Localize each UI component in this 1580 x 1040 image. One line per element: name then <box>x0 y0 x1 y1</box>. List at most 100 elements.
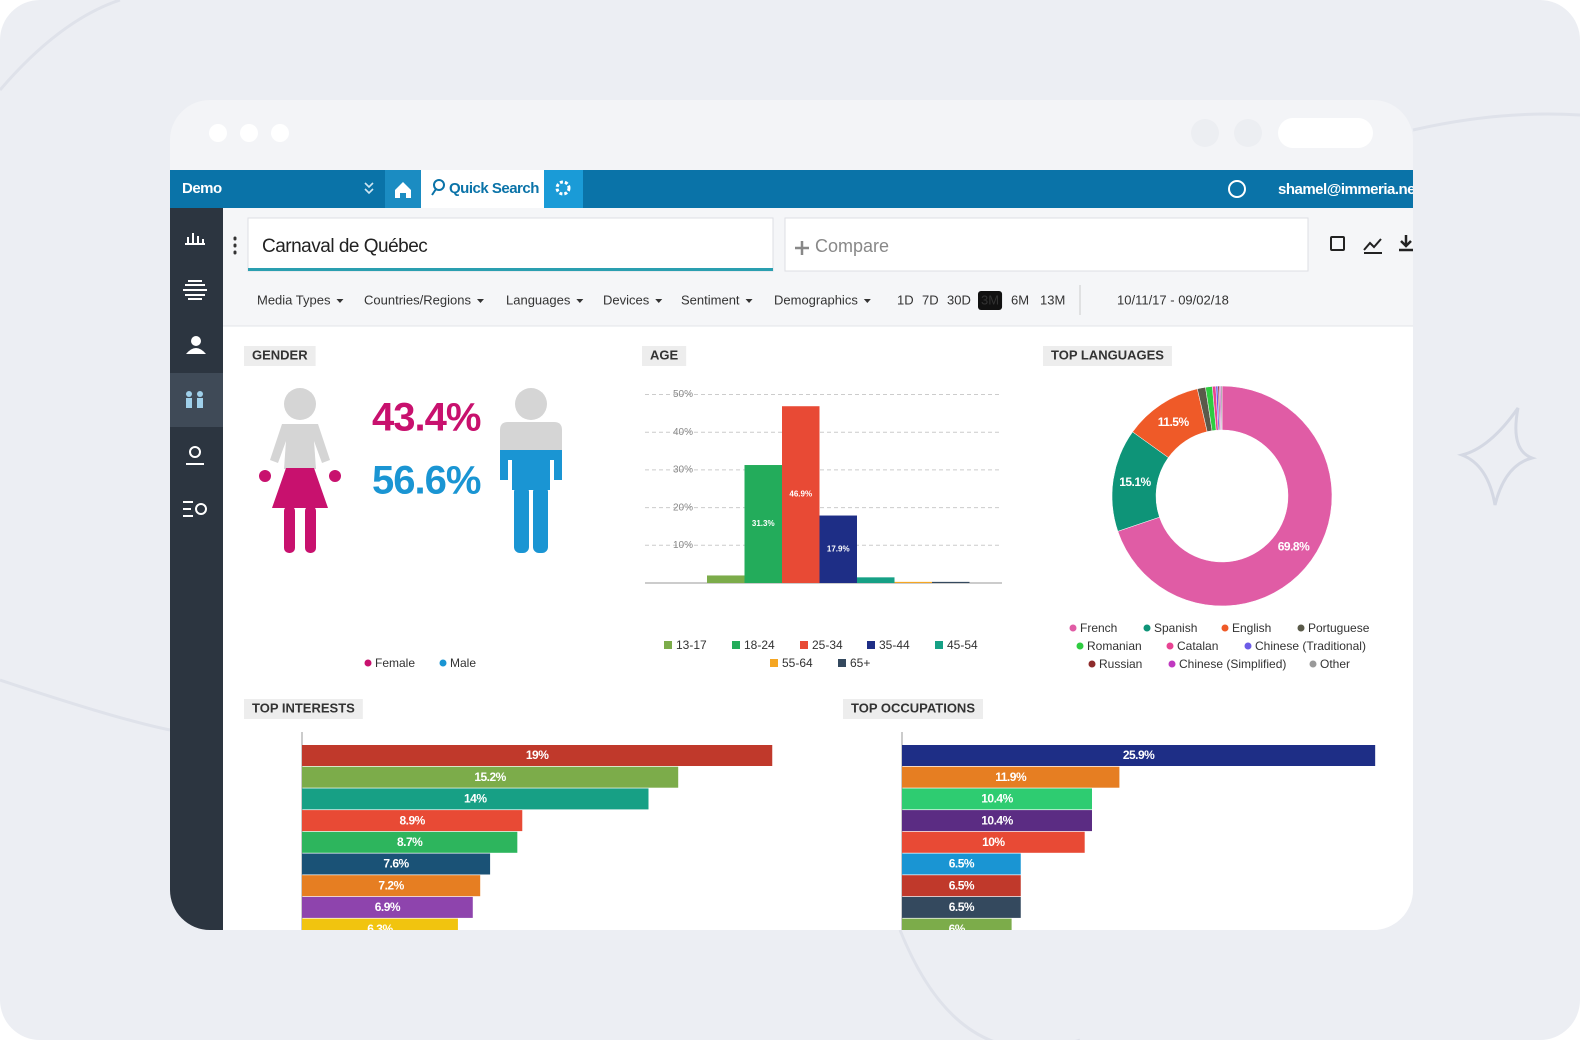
charts: Media Types Countries/Regions Languages Dev… <box>244 291 1376 936</box>
date-range[interactable]: 10/11/17 - 09/02/18 <box>1117 292 1229 307</box>
legend-dot <box>1069 624 1077 632</box>
bar-label: 6.9% <box>375 900 401 914</box>
filter-dropdown[interactable]: Demographics <box>774 292 858 307</box>
gender-percent: 56.6% <box>372 459 481 503</box>
sidebar <box>170 208 223 930</box>
legend-label: Portuguese <box>1308 621 1370 635</box>
panel-title-bg <box>843 699 983 719</box>
bar-label: 15.2% <box>474 770 506 784</box>
filter-dropdown[interactable]: Media Types <box>257 292 331 307</box>
period-option[interactable]: 7D <box>922 292 939 307</box>
bar-label: 8.9% <box>399 813 425 827</box>
search-input-underline <box>248 268 773 271</box>
bar <box>302 788 649 810</box>
bar-label: 31.3% <box>752 519 775 528</box>
bar-label: 7.6% <box>383 857 409 871</box>
legend-swatch <box>664 641 672 649</box>
bar <box>902 745 1376 766</box>
bar <box>302 896 473 918</box>
period-option[interactable]: 13M <box>1040 292 1065 307</box>
legend-label: Other <box>1320 657 1350 671</box>
globe-icon[interactable] <box>1228 180 1246 198</box>
bar <box>782 406 820 583</box>
collapse-icon[interactable] <box>364 182 374 195</box>
bar <box>902 875 1021 897</box>
legend-dot <box>1143 624 1151 632</box>
legend-label: Chinese (Traditional) <box>1255 639 1366 653</box>
legend-dot <box>439 659 447 667</box>
figure-body <box>500 450 562 490</box>
bar-label: 6.3% <box>367 922 393 936</box>
window-pill <box>1278 118 1373 148</box>
figure-head <box>284 388 316 420</box>
sidebar-icons[interactable] <box>183 233 207 517</box>
gender-percent: 43.4% <box>372 396 481 440</box>
legend-label: Romanian <box>1087 639 1142 653</box>
period-option[interactable]: 1D <box>897 292 914 307</box>
bar <box>707 575 745 583</box>
search-input[interactable] <box>247 217 774 272</box>
filter-dropdown[interactable]: Languages <box>506 292 571 307</box>
toolbar-icons[interactable] <box>1330 235 1413 254</box>
bar <box>902 831 1085 853</box>
panel-title-bg <box>244 346 316 366</box>
bar-label: 10% <box>982 835 1005 849</box>
bar-label: 46.9% <box>789 490 812 499</box>
bar-label: 14% <box>464 792 487 806</box>
legend-label: French <box>1080 621 1117 635</box>
legend-label: Male <box>450 656 476 670</box>
window-dot <box>1234 119 1262 147</box>
legend-label: Female <box>375 656 415 670</box>
period-option[interactable]: 6M <box>1011 292 1029 307</box>
y-tick-label: 50% <box>673 389 693 400</box>
filter-dropdown[interactable]: Sentiment <box>681 292 740 307</box>
legend-label: 65+ <box>850 656 870 670</box>
figure-head <box>515 388 547 420</box>
bar-label: 8.7% <box>397 835 423 849</box>
bar <box>302 918 458 930</box>
panel-title: TOP LANGUAGES <box>1051 347 1164 362</box>
bar <box>302 745 773 766</box>
y-tick-label: 40% <box>673 427 693 438</box>
y-tick-label: 30% <box>673 465 693 476</box>
filter-dropdown[interactable]: Countries/Regions <box>364 292 471 307</box>
legend-label: Catalan <box>1177 639 1218 653</box>
settings-button[interactable] <box>544 170 583 208</box>
bar <box>819 515 857 583</box>
bar <box>302 810 523 832</box>
legend-dot <box>1221 624 1229 632</box>
legend-swatch <box>800 641 808 649</box>
window-dot <box>240 124 258 142</box>
bar <box>302 853 491 875</box>
legend-dot <box>1297 624 1305 632</box>
decor-star <box>1457 407 1538 506</box>
bar-label: 25.9% <box>1123 748 1155 762</box>
donut-slice <box>1220 385 1223 431</box>
period-option[interactable]: 3M <box>981 292 999 307</box>
bar <box>902 810 1092 832</box>
female-figure <box>259 388 341 553</box>
panel-title-bg <box>642 346 687 366</box>
legend-dot <box>1244 642 1252 650</box>
dropdown-caret <box>745 299 753 303</box>
filter-dropdown[interactable]: Devices <box>603 292 650 307</box>
period-option[interactable]: 30D <box>947 292 971 307</box>
bar-label: 10.4% <box>981 813 1013 827</box>
legend-swatch <box>770 659 778 667</box>
tab-label: Quick Search <box>449 180 539 197</box>
legend-label: 18-24 <box>744 638 775 652</box>
top-nav <box>170 170 1413 208</box>
bar <box>932 581 970 583</box>
slice-label: 11.5% <box>1158 415 1190 429</box>
figure-leg <box>514 486 529 553</box>
workspace[interactable]: Demo <box>182 180 223 197</box>
user-email[interactable]: shamel@immeria.net <box>1278 181 1420 198</box>
legend-label: 45-54 <box>947 638 978 652</box>
figure-leg <box>533 486 548 553</box>
bar <box>902 918 1012 930</box>
search-query: Carnaval de Québec <box>262 236 427 257</box>
figure-leg <box>284 506 295 553</box>
compare-input[interactable] <box>784 217 1309 272</box>
legend-dot <box>1166 642 1174 650</box>
